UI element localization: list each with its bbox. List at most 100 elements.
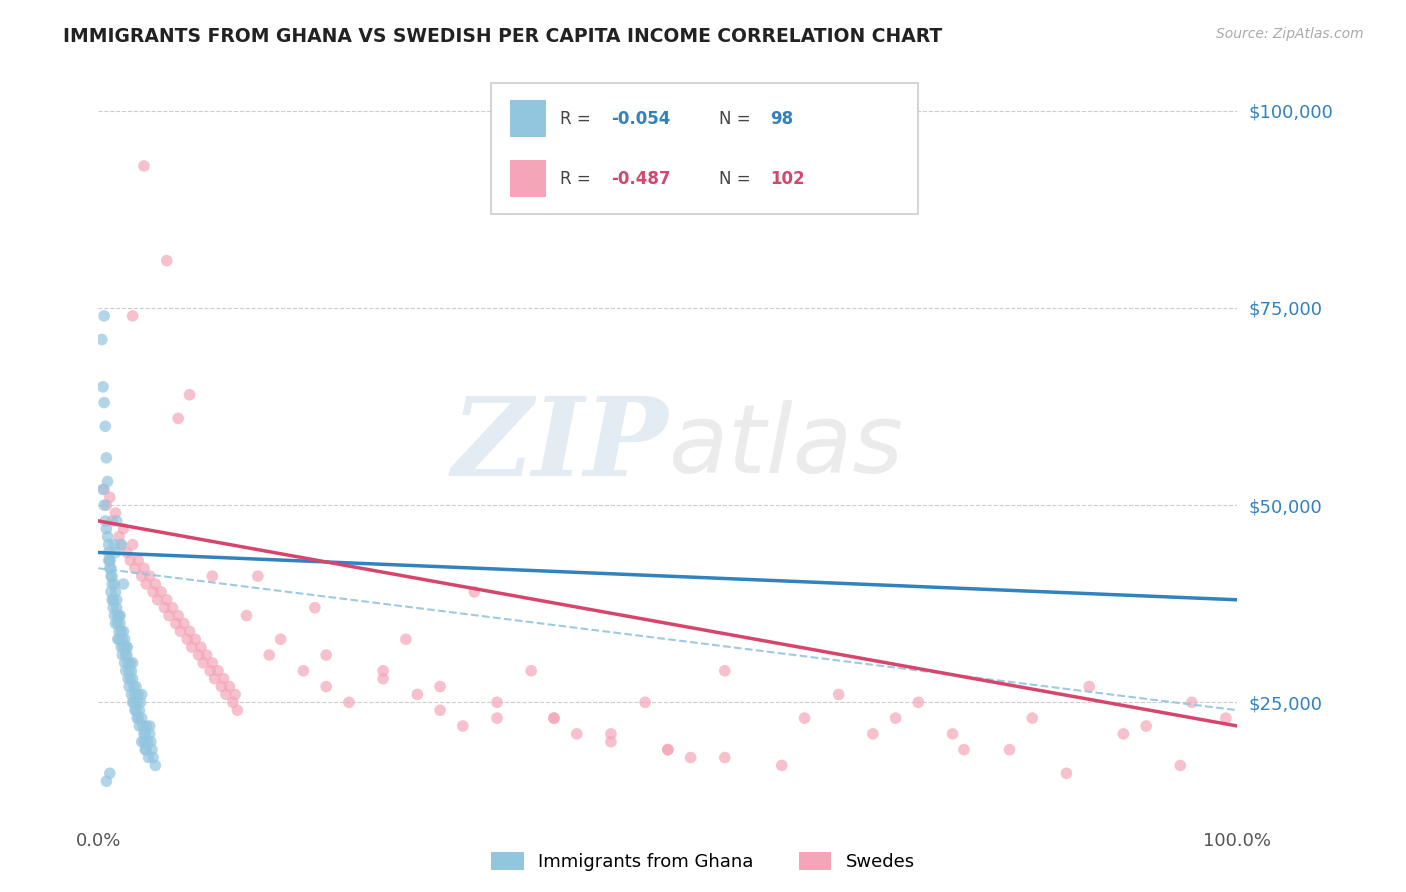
Point (138, 719, 160, 733)
FancyBboxPatch shape (491, 83, 918, 214)
Point (131, 688, 153, 702)
Point (132, 561, 155, 575)
Point (657, 742, 679, 756)
Point (108, 608, 131, 623)
Point (112, 522, 135, 536)
Point (114, 632, 136, 647)
Point (110, 538, 132, 552)
Point (114, 664, 136, 678)
Point (90, 333, 112, 347)
Point (112, 624, 135, 639)
Point (98, 490, 121, 504)
Point (127, 695, 149, 709)
Point (110, 538, 132, 552)
Point (429, 680, 451, 694)
Point (103, 577, 125, 591)
Point (406, 688, 429, 702)
Point (218, 680, 240, 694)
Point (124, 703, 146, 717)
Point (195, 648, 218, 662)
Point (97, 538, 120, 552)
Point (93, 395, 115, 409)
Point (132, 735, 155, 749)
Point (94, 514, 117, 528)
Point (862, 727, 884, 741)
Point (600, 727, 623, 741)
Point (115, 648, 138, 662)
Point (134, 727, 156, 741)
Text: N =: N = (718, 169, 756, 187)
Point (134, 742, 156, 756)
Point (156, 253, 179, 268)
Point (246, 569, 269, 583)
Point (793, 711, 815, 725)
Point (105, 600, 128, 615)
Point (451, 719, 474, 733)
Point (190, 640, 212, 654)
Point (138, 750, 160, 764)
Point (125, 703, 148, 717)
Point (121, 309, 143, 323)
Text: N =: N = (718, 110, 756, 128)
Point (120, 553, 142, 567)
Point (121, 672, 143, 686)
Point (101, 592, 124, 607)
Point (111, 632, 134, 647)
Point (98, 553, 121, 567)
Point (108, 608, 131, 623)
Point (125, 680, 148, 694)
Point (201, 569, 224, 583)
Point (395, 632, 418, 647)
Point (1170, 758, 1192, 772)
Point (828, 688, 851, 702)
Point (138, 569, 160, 583)
Point (201, 656, 224, 670)
Point (543, 711, 565, 725)
Point (135, 719, 157, 733)
Point (91, 483, 114, 497)
Point (110, 640, 132, 654)
Point (127, 688, 149, 702)
Point (486, 711, 509, 725)
Point (115, 640, 138, 654)
Point (114, 656, 136, 670)
Point (146, 592, 169, 607)
Point (1112, 727, 1135, 741)
Text: 98: 98 (770, 110, 793, 128)
Point (371, 672, 394, 686)
Point (118, 664, 141, 678)
Point (129, 695, 152, 709)
Point (657, 742, 679, 756)
Point (315, 680, 337, 694)
Point (998, 742, 1021, 756)
Text: R =: R = (560, 169, 596, 187)
Point (93, 498, 115, 512)
Point (371, 664, 394, 678)
Point (292, 664, 315, 678)
Point (259, 648, 281, 662)
Point (304, 600, 326, 615)
Text: Source: ZipAtlas.com: Source: ZipAtlas.com (1216, 27, 1364, 41)
Point (162, 600, 184, 615)
Point (103, 592, 125, 607)
Point (157, 608, 180, 623)
Point (429, 703, 451, 717)
Point (679, 750, 702, 764)
Point (167, 608, 190, 623)
Point (136, 735, 159, 749)
Point (121, 656, 143, 670)
Point (97, 545, 120, 559)
Point (128, 703, 150, 717)
Point (884, 711, 907, 725)
Point (127, 711, 149, 725)
Point (222, 695, 245, 709)
Legend: Immigrants from Ghana, Swedes: Immigrants from Ghana, Swedes (484, 845, 922, 879)
Point (153, 600, 176, 615)
Point (98, 561, 121, 575)
Point (96, 450, 118, 465)
Point (142, 750, 165, 764)
Point (120, 688, 142, 702)
Point (215, 688, 238, 702)
Point (103, 600, 125, 615)
Point (167, 411, 190, 425)
